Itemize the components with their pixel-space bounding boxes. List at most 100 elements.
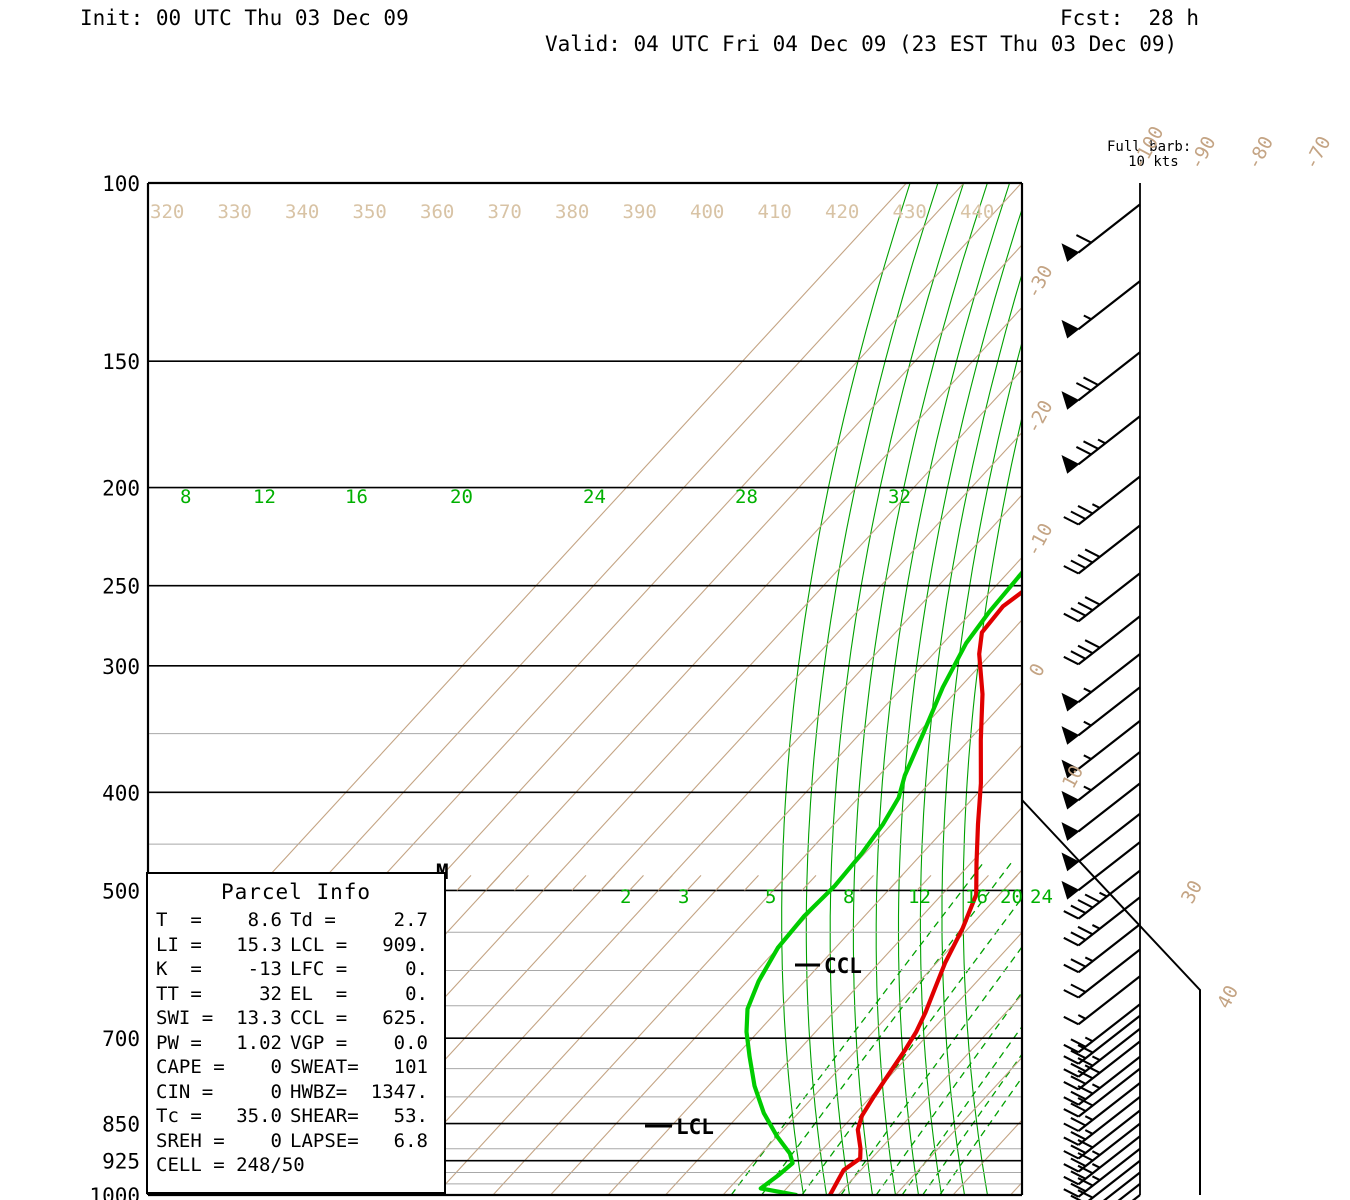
parcel-key-left: CAPE = [156, 1056, 225, 1078]
marker-label-lcl: LCL [676, 1115, 714, 1139]
sounding-curves [744, 569, 1022, 1195]
isotherm-label-right--10: -10 [1022, 520, 1058, 561]
valid-time-text: Valid: 04 UTC Fri 04 Dec 09 (23 EST Thu … [545, 32, 1178, 56]
parcel-key-left: TT = [156, 982, 202, 1005]
pressure-tick-700: 700 [102, 1027, 140, 1051]
sat-adiabat-label-12: 12 [253, 486, 276, 508]
parcel-key-right: EL = [290, 982, 348, 1005]
sat-adiabat-label-16: 16 [345, 486, 368, 508]
init-time-text: Init: 00 UTC Thu 03 Dec 09 [80, 6, 409, 30]
theta-label-430: 430 [893, 201, 927, 223]
parcel-value-left: 35.0 [236, 1105, 282, 1127]
parcel-value-left: 15.3 [236, 933, 282, 956]
mixing-ratio-label-3: 3 [678, 886, 689, 908]
parcel-key-right: CCL = [290, 1007, 348, 1029]
parcel-key-right: Td = [290, 909, 336, 931]
pressure-tick-300: 300 [102, 655, 140, 679]
parcel-value-left: 8.6 [247, 909, 282, 931]
parcel-key-left: SREH = [156, 1129, 225, 1152]
sat-adiabat-label-28: 28 [735, 486, 758, 508]
sat-adiabat-label-20: 20 [450, 486, 473, 508]
sat-adiabat-label-24: 24 [583, 486, 606, 508]
theta-label-370: 370 [488, 201, 522, 223]
parcel-value-left: -13 [247, 958, 282, 980]
parcel-key-left: PW = [156, 1031, 202, 1054]
parcel-value-right: 0. [405, 958, 428, 980]
parcel-row-4: SWI = 13.3 CCL = 625. [156, 1006, 444, 1031]
parcel-value-right: 0. [405, 982, 428, 1005]
parcel-value-right: 625. [382, 1007, 428, 1029]
parcel-key-left: CELL = 248/50 [156, 1154, 305, 1176]
wind-barb-column [1061, 203, 1141, 1200]
parcel-key-right: VGP = [290, 1031, 348, 1054]
parcel-value-left: 32 [259, 982, 282, 1005]
parcel-value-right: 101 [393, 1056, 428, 1078]
isotherm-label-right--30: -30 [1022, 262, 1058, 303]
isotherm-label-right-0: 0 [1025, 660, 1050, 680]
mixing-ratio-label-5: 5 [765, 886, 776, 908]
pressure-tick-100: 100 [102, 172, 140, 196]
parcel-key-right: LCL = [290, 933, 348, 956]
theta-label-360: 360 [420, 201, 454, 223]
isotherm-label-right-10: 10 [1058, 762, 1088, 793]
parcel-row-3: TT = 32 EL = 0. [156, 982, 444, 1007]
pressure-tick-500: 500 [102, 879, 140, 903]
parcel-key-left: SWI = [156, 1007, 214, 1029]
mixing-ratio-label-24: 24 [1030, 886, 1053, 908]
pressure-tick-400: 400 [102, 781, 140, 805]
pressure-tick-150: 150 [102, 350, 140, 374]
parcel-row-8: Tc = 35.0 SHEAR= 53. [156, 1104, 444, 1129]
theta-label-440: 440 [960, 201, 994, 223]
isotherm-label--100: -100 [1128, 123, 1169, 174]
theta-label-380: 380 [555, 201, 589, 223]
theta-label-340: 340 [285, 201, 319, 223]
parcel-row-7: CIN = 0 HWBZ= 1347. [156, 1080, 444, 1105]
parcel-key-left: Tc = [156, 1105, 202, 1127]
theta-label-420: 420 [825, 201, 859, 223]
parcel-key-right: SHEAR= [290, 1105, 359, 1127]
parcel-key-left: T = [156, 909, 202, 931]
parcel-row-9: SREH = 0 LAPSE= 6.8 [156, 1129, 444, 1154]
isotherm-label-right-40: 40 [1213, 982, 1243, 1013]
theta-label-410: 410 [758, 201, 792, 223]
parcel-key-left: CIN = [156, 1080, 214, 1103]
parcel-value-right: 2.7 [393, 909, 428, 931]
parcel-value-left: 0 [270, 1080, 282, 1103]
theta-label-320: 320 [150, 201, 184, 223]
forecast-hour-text: Fcst: 28 h [1060, 6, 1200, 30]
wind-barb-legend: Full barb: 10 kts [1107, 139, 1192, 170]
parcel-row-1: LI = 15.3 LCL = 909. [156, 933, 444, 958]
pressure-tick-850: 850 [102, 1113, 140, 1137]
isotherm-label-right-30: 30 [1177, 877, 1207, 908]
parcel-key-right: HWBZ= [290, 1080, 348, 1103]
theta-label-350: 350 [353, 201, 387, 223]
parcel-row-2: K = -13 LFC = 0. [156, 957, 444, 982]
parcel-row-0: T = 8.6 Td = 2.7 [156, 908, 444, 933]
sounding-curve-temperature [827, 589, 1022, 1195]
isotherm-label--70: -70 [1300, 133, 1336, 174]
theta-label-330: 330 [218, 201, 252, 223]
parcel-key-left: K = [156, 958, 202, 980]
mixing-ratio-label-16: 16 [965, 886, 988, 908]
theta-label-400: 400 [690, 201, 724, 223]
parcel-value-right: 53. [393, 1105, 428, 1127]
mixing-ratio-label-8: 8 [843, 886, 854, 908]
parcel-key-right: SWEAT= [290, 1056, 359, 1078]
parcel-value-left: 0 [270, 1129, 282, 1152]
sat-adiabat-label-8: 8 [180, 486, 191, 508]
parcel-info-panel: Parcel Info T = 8.6 Td = 2.7 LI = 15.3 LCL = 90… [146, 872, 446, 1194]
sat-adiabat-label-32: 32 [888, 486, 911, 508]
parcel-value-right: 0.0 [393, 1031, 428, 1054]
parcel-value-right: 1347. [370, 1080, 428, 1103]
parcel-value-left: 13.3 [236, 1007, 282, 1029]
mixing-ratio-label-2: 2 [620, 886, 631, 908]
parcel-key-left: LI = [156, 933, 202, 956]
pressure-tick-925: 925 [102, 1150, 140, 1174]
parcel-row-6: CAPE = 0 SWEAT= 101 [156, 1055, 444, 1080]
parcel-value-right: 6.8 [393, 1129, 428, 1152]
saturated-adiabat-lines [781, 183, 1022, 1195]
parcel-value-right: 909. [382, 933, 428, 956]
parcel-info-title: Parcel Info [220, 880, 372, 904]
parcel-value-left: 0 [270, 1056, 282, 1078]
